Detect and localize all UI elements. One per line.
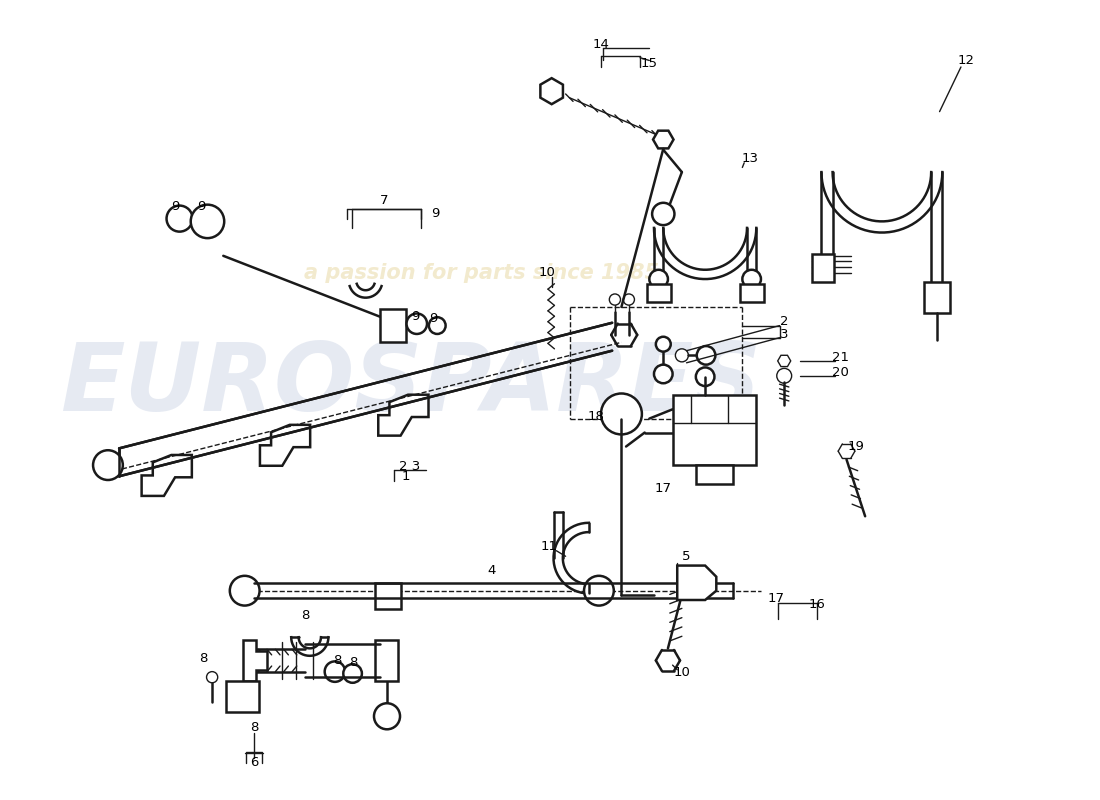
Text: 17: 17 [768, 592, 784, 605]
Circle shape [696, 367, 714, 386]
Text: 5: 5 [682, 550, 691, 562]
Text: 11: 11 [540, 541, 558, 554]
Polygon shape [739, 284, 763, 302]
Bar [375, 583, 402, 610]
Circle shape [94, 450, 123, 480]
Polygon shape [142, 455, 191, 496]
Circle shape [190, 205, 224, 238]
Text: 14: 14 [593, 38, 609, 51]
Polygon shape [378, 394, 429, 436]
Polygon shape [243, 640, 267, 681]
Polygon shape [812, 254, 835, 282]
Text: 10: 10 [539, 266, 556, 279]
Text: 8: 8 [250, 721, 258, 734]
Circle shape [656, 337, 671, 352]
Text: a passion for parts since 1985: a passion for parts since 1985 [305, 263, 659, 283]
Bar [696, 465, 733, 484]
Text: 19: 19 [847, 440, 865, 453]
Polygon shape [678, 566, 716, 600]
Circle shape [207, 672, 218, 682]
Text: 9: 9 [429, 312, 438, 325]
Text: 2 3: 2 3 [398, 461, 420, 474]
Circle shape [654, 365, 672, 383]
Circle shape [601, 394, 642, 434]
Circle shape [166, 206, 192, 232]
Circle shape [652, 202, 674, 225]
Polygon shape [778, 355, 791, 366]
Text: 21: 21 [832, 350, 848, 364]
Polygon shape [375, 640, 398, 681]
Polygon shape [924, 282, 949, 314]
Circle shape [429, 318, 446, 334]
Text: 8: 8 [199, 652, 207, 665]
Text: 2: 2 [780, 315, 789, 328]
Text: 4: 4 [487, 564, 495, 577]
Text: 18: 18 [587, 410, 605, 423]
Text: 8: 8 [301, 610, 309, 622]
Text: 6: 6 [250, 756, 258, 770]
Polygon shape [653, 130, 673, 149]
Text: 20: 20 [832, 366, 848, 378]
Text: 9: 9 [410, 310, 419, 322]
Text: 17: 17 [654, 482, 672, 495]
Polygon shape [379, 309, 406, 342]
Polygon shape [227, 681, 258, 712]
Text: 9: 9 [170, 200, 179, 213]
Polygon shape [540, 78, 563, 104]
Circle shape [696, 346, 715, 365]
Circle shape [675, 349, 689, 362]
Text: 9: 9 [431, 207, 440, 221]
Text: 16: 16 [808, 598, 825, 611]
Text: 3: 3 [780, 328, 789, 342]
Text: 8: 8 [333, 654, 342, 667]
Text: 9: 9 [197, 200, 206, 213]
Circle shape [324, 662, 345, 682]
Circle shape [609, 294, 620, 305]
Text: 1: 1 [402, 470, 410, 482]
Polygon shape [647, 284, 671, 302]
Polygon shape [260, 425, 310, 466]
Text: 13: 13 [741, 152, 758, 165]
Text: 8: 8 [350, 656, 358, 669]
Circle shape [742, 270, 761, 288]
Circle shape [777, 368, 792, 383]
Text: 15: 15 [641, 57, 658, 70]
Circle shape [649, 270, 668, 288]
Text: 7: 7 [379, 194, 388, 206]
Circle shape [584, 576, 614, 606]
Text: 10: 10 [673, 666, 691, 679]
Circle shape [343, 664, 362, 682]
Circle shape [230, 576, 260, 606]
Text: 12: 12 [957, 54, 975, 67]
Text: EUROSPARES: EUROSPARES [59, 339, 761, 431]
Circle shape [407, 314, 427, 334]
Circle shape [624, 294, 635, 305]
Polygon shape [672, 395, 757, 465]
Circle shape [374, 703, 400, 730]
